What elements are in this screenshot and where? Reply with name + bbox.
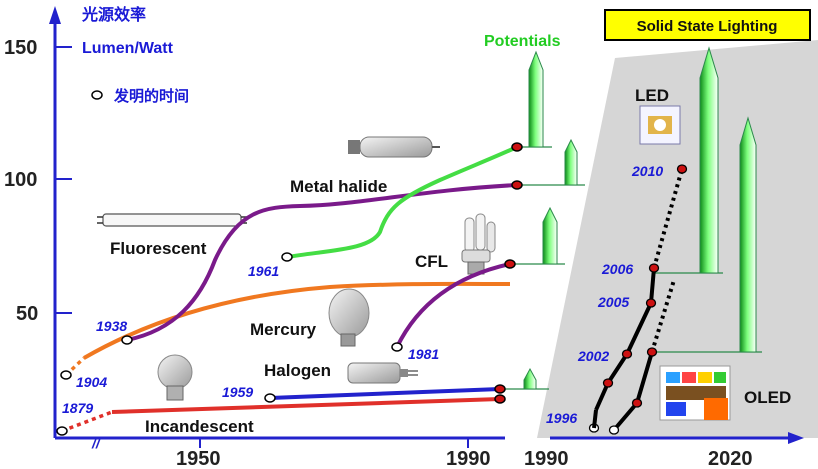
potentials-label: Potentials — [484, 33, 561, 50]
series-label-oled: OLED — [744, 388, 791, 407]
legend-marker — [91, 90, 103, 100]
series-label-halogen: Halogen — [264, 361, 331, 380]
x-tick-label: 2020 — [708, 448, 753, 469]
invention-marker — [281, 252, 293, 262]
end-marker — [494, 384, 506, 394]
series-fluorescent-line — [126, 183, 518, 342]
y-tick-label: 50 — [16, 303, 38, 325]
series-incandescent — [56, 394, 506, 436]
oled-point — [631, 398, 643, 408]
series-label-fluorescent: Fluorescent — [110, 239, 207, 258]
end-marker — [511, 142, 523, 152]
y-axis-arrow — [49, 6, 61, 24]
x-axis-right-arrow — [788, 432, 804, 444]
end-marker — [504, 259, 516, 269]
potential-arrow-oled — [651, 116, 762, 353]
potential-arrow-halogen — [499, 367, 549, 390]
invention-marker — [60, 370, 72, 380]
led-point — [648, 263, 660, 273]
y-tick-label: 150 — [4, 37, 37, 59]
led-point — [676, 164, 688, 174]
ssl-box-label: Solid State Lighting — [637, 18, 778, 35]
series-led-dashed — [652, 168, 684, 269]
led-point — [621, 349, 633, 359]
series-halogen — [264, 384, 506, 403]
series-incandescent-dashed — [61, 410, 113, 433]
series-fluorescent — [121, 180, 523, 345]
year-label-1981: 1981 — [408, 346, 439, 362]
year-label-1938: 1938 — [96, 318, 127, 334]
year-label-1959: 1959 — [222, 384, 253, 400]
end-marker — [494, 394, 506, 404]
oled-panel-icon — [659, 365, 731, 421]
series-cfl-line — [395, 262, 511, 348]
series-label-incandescent: Incandescent — [145, 417, 254, 436]
ssl-year-label: 2006 — [601, 261, 633, 277]
series-oled-dashed — [650, 279, 676, 353]
potential-arrow-metal-halide — [517, 50, 552, 148]
invention-marker — [391, 342, 403, 352]
led-chip-icon — [639, 105, 681, 145]
series-metal_halide — [281, 142, 523, 262]
potential-arrow-led — [655, 46, 723, 274]
end-marker — [511, 180, 523, 190]
incandescent-bulb-icon — [157, 354, 193, 401]
ssl-year-label: 2005 — [597, 294, 629, 310]
ssl-year-label: 2010 — [631, 163, 663, 179]
fluorescent-tube-icon — [97, 213, 247, 227]
series-halogen-line — [269, 387, 501, 400]
y-tick-label: 100 — [4, 169, 37, 191]
ssl-year-label: 1996 — [546, 410, 577, 426]
ssl-box — [604, 9, 811, 41]
y-axis-label: Lumen/Watt — [82, 40, 174, 57]
oled-point — [646, 347, 658, 357]
series-incandescent-line — [111, 397, 501, 414]
series-layer — [56, 142, 523, 436]
series-label-metal-halide: Metal halide — [290, 177, 387, 196]
invention-marker — [264, 393, 276, 403]
ssl-series-layer — [588, 164, 688, 435]
halogen-lamp-icon — [347, 362, 418, 384]
year-label-1879: 1879 — [62, 400, 93, 416]
year-label-1961: 1961 — [248, 263, 279, 279]
cfl-lamp-icon — [461, 213, 496, 275]
chart-title-cn: 光源效率 — [81, 5, 146, 24]
x-tick-label: 1990 — [524, 448, 569, 469]
series-led-start — [592, 409, 598, 429]
series-led — [588, 164, 688, 433]
led-point — [602, 378, 614, 388]
series-cfl — [391, 259, 516, 352]
series-label-led: LED — [635, 86, 669, 105]
series-oled — [608, 279, 676, 435]
potential-arrow-fluorescent — [517, 138, 585, 186]
series-label-mercury: Mercury — [250, 320, 317, 339]
potential-arrow-cfl — [512, 206, 565, 265]
year-label-1904: 1904 — [76, 374, 107, 390]
x-tick-label: 1950 — [176, 448, 221, 469]
series-label-cfl: CFL — [415, 252, 448, 271]
metal-halide-lamp-icon — [348, 136, 440, 158]
invention-marker — [121, 335, 133, 345]
led-point — [645, 298, 657, 308]
mercury-lamp-icon — [328, 288, 370, 347]
ssl-year-label: 2002 — [577, 348, 609, 364]
x-tick-label: 1990 — [446, 448, 491, 469]
oled-point — [608, 425, 620, 435]
legend-label: 发明的时间 — [113, 87, 189, 105]
series-metal_halide-line — [286, 145, 518, 259]
invention-marker — [56, 426, 68, 436]
axis-break: // — [91, 435, 102, 451]
